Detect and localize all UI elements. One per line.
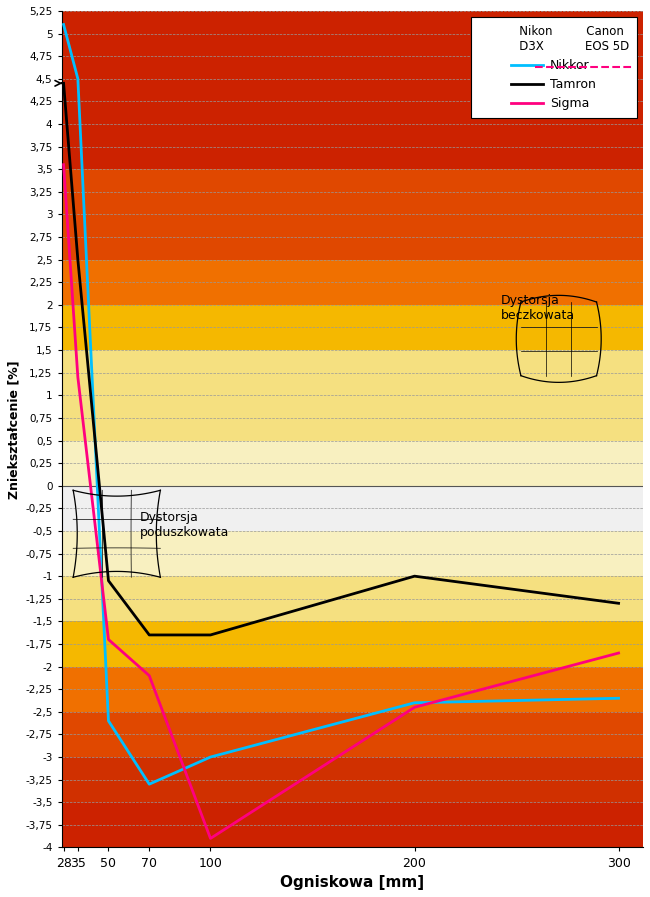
Text: Dystorsja
poduszkowata: Dystorsja poduszkowata [140, 511, 229, 539]
Bar [62, 712, 643, 757]
Bar [62, 440, 643, 486]
X-axis label: Ogniskowa [mm]: Ogniskowa [mm] [280, 875, 424, 890]
Bar [62, 666, 643, 712]
Bar [62, 11, 643, 170]
Bar [62, 757, 643, 802]
Text: Dystorsja
beczkowata: Dystorsja beczkowata [500, 294, 575, 322]
Bar [62, 259, 643, 305]
Bar [62, 350, 643, 440]
Bar [62, 305, 643, 350]
Y-axis label: Zniekształcenie [%]: Zniekształcenie [%] [7, 360, 20, 499]
Bar [62, 622, 643, 666]
Legend: Nikkor, Tamron, Sigma: Nikkor, Tamron, Sigma [471, 17, 637, 118]
Bar [62, 486, 643, 531]
Bar [62, 576, 643, 622]
Bar [62, 170, 643, 259]
Bar [62, 531, 643, 576]
Bar [62, 802, 643, 848]
